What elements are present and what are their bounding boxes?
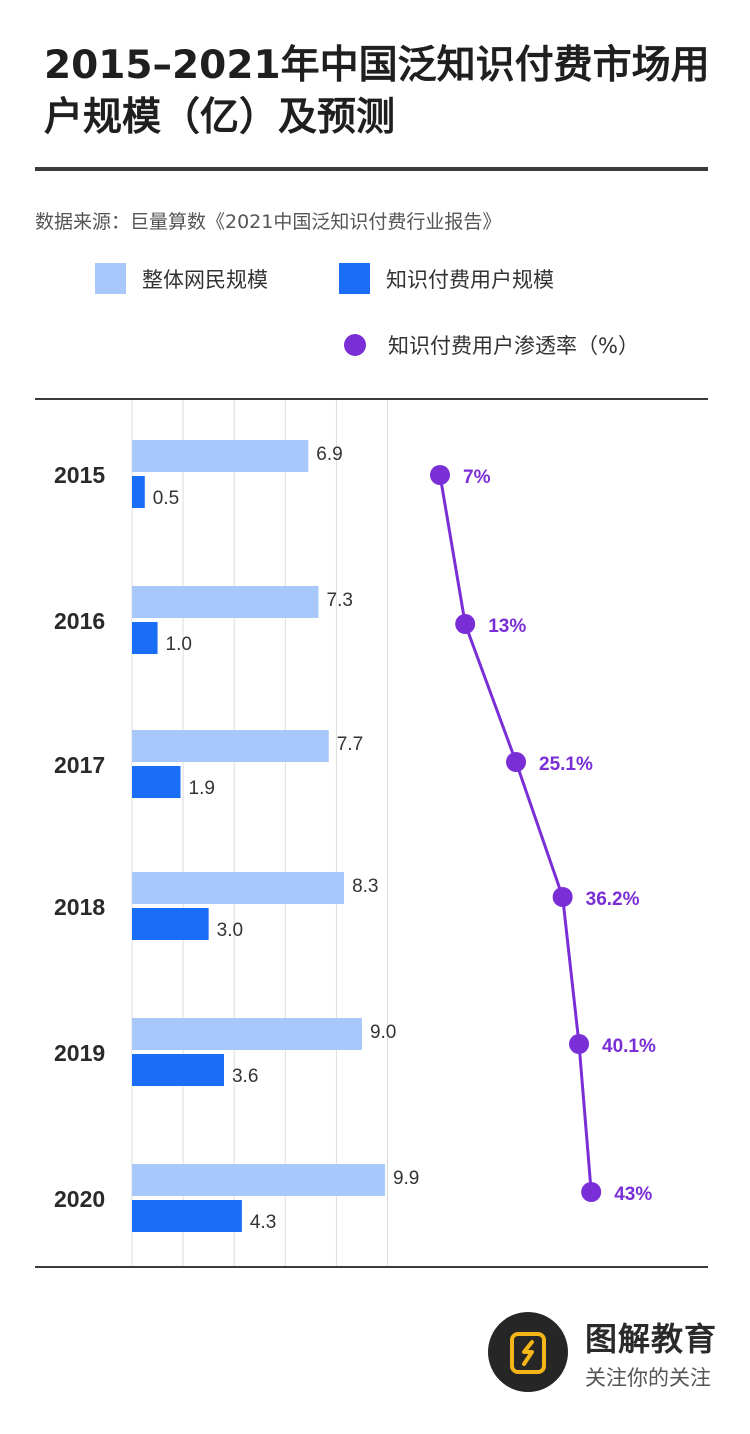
rate-data-label: 43% [614, 1184, 652, 1205]
legend-item-rate: 知识付费用户渗透率（%） [344, 330, 639, 360]
bar [132, 586, 319, 618]
rate-data-label: 13% [488, 616, 526, 637]
rate-data-label: 36.2% [586, 889, 640, 910]
category-label: 2017 [54, 752, 105, 778]
rate-data-label: 40.1% [602, 1036, 656, 1057]
rate-point [430, 465, 450, 485]
bar-data-label: 9.9 [393, 1168, 419, 1189]
category-label: 2019 [54, 1040, 105, 1066]
bar [132, 622, 158, 654]
data-source-note: 数据来源：巨量算数《2021中国泛知识付费行业报告》 [35, 211, 502, 233]
bar [132, 476, 145, 508]
bar-data-label: 7.7 [337, 734, 363, 755]
chart-area: 2015 6.9 0.5 2016 7.3 1.0 2017 7.7 1.9 2018 8.3 3.0… [35, 398, 708, 1268]
category-label: 2015 [54, 462, 105, 488]
rate-line [438, 474, 593, 1193]
legend-item-paid: 知识付费用户规模 [339, 263, 554, 294]
title-divider [35, 167, 708, 171]
bar [132, 1164, 385, 1196]
bar-data-label: 3.0 [217, 920, 243, 941]
legend-label-total: 整体网民规模 [142, 267, 268, 292]
category-label: 2016 [54, 608, 105, 634]
legend-label-paid: 知识付费用户规模 [386, 267, 554, 292]
bar-data-label: 6.9 [316, 444, 342, 465]
rate-point [569, 1034, 590, 1054]
brand-logo [488, 1312, 568, 1392]
bar-data-label: 8.3 [352, 876, 378, 897]
bar-data-label: 4.3 [250, 1212, 276, 1233]
category-label: 2020 [54, 1186, 105, 1212]
bar-data-label: 0.5 [153, 488, 179, 509]
bar [132, 872, 345, 904]
brand-slogan: 关注你的关注 [585, 1366, 711, 1390]
category-label: 2018 [54, 894, 105, 920]
legend-label-rate: 知识付费用户渗透率（%） [388, 334, 639, 358]
bar-data-label: 7.3 [327, 590, 353, 611]
bar-data-label: 3.6 [232, 1066, 258, 1087]
rate-data-label: 7% [463, 467, 491, 488]
rate-data-label: 25.1% [539, 754, 593, 775]
rate-point [581, 1182, 602, 1202]
rate-point [455, 614, 476, 634]
bar-data-label: 1.0 [166, 634, 192, 655]
chart-grid [131, 400, 388, 1267]
bar [132, 440, 309, 472]
bar [132, 1200, 242, 1232]
rate-point [506, 752, 527, 772]
legend-swatch-paid [339, 263, 370, 294]
bar-data-label: 9.0 [370, 1022, 396, 1043]
rate-series: 7% 13% 25.1% 36.2% 40.1% 43% [430, 465, 656, 1205]
legend-item-total: 整体网民规模 [95, 263, 268, 294]
legend-dot-rate [344, 334, 366, 356]
brand-name: 图解教育 [585, 1320, 718, 1358]
bar [132, 730, 329, 762]
legend-swatch-total [95, 263, 126, 294]
bar [132, 908, 209, 940]
chart-title: 2015–2021年中国泛知识付费市场用户规模（亿）及预测 [44, 43, 710, 140]
rate-point [552, 887, 573, 907]
bar [132, 1054, 224, 1086]
bar [132, 766, 181, 798]
brand-logo-icon [510, 1332, 546, 1374]
bar-data-label: 1.9 [189, 778, 215, 799]
bar-series: 2015 6.9 0.5 2016 7.3 1.0 2017 7.7 1.9 2018 8.3 3.0… [54, 440, 419, 1233]
bar [132, 1018, 362, 1050]
